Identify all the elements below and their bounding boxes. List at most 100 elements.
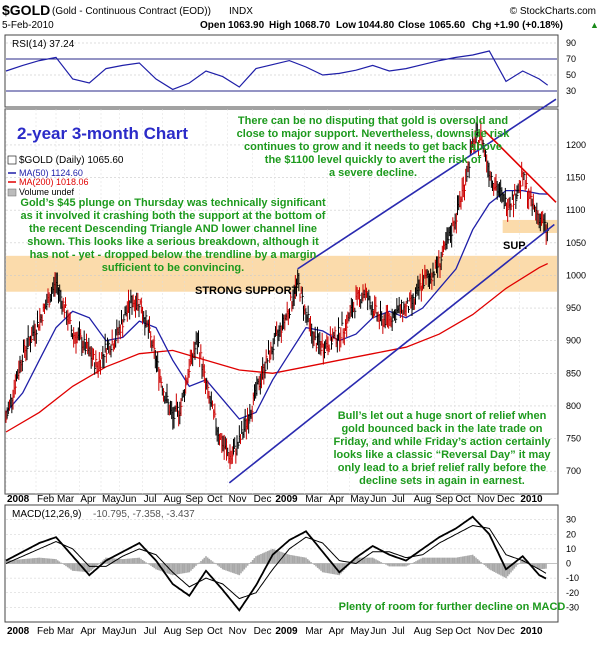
price-bar — [153, 335, 156, 359]
x-tick-label: May — [350, 626, 369, 637]
price-bar — [14, 374, 17, 395]
chart-date: 5-Feb-2010 — [2, 20, 54, 31]
price-bar — [94, 362, 97, 375]
macd-tick-label: -10 — [566, 573, 579, 583]
price-bar — [464, 184, 466, 201]
x-tick-label: Feb — [37, 494, 55, 505]
price-bar — [160, 377, 163, 388]
price-bar — [103, 354, 106, 369]
price-bar — [395, 309, 398, 324]
macd-tick-label: -30 — [566, 602, 579, 612]
price-bar — [341, 311, 344, 326]
price-bar — [177, 401, 179, 417]
x-tick-label: Nov — [229, 626, 247, 637]
price-bar — [329, 326, 332, 341]
price-bar — [415, 287, 417, 305]
x-tick-label: Sep — [185, 626, 203, 637]
annotation-line: the $1100 level quickly to avert the ris… — [265, 154, 482, 166]
price-bar — [62, 297, 65, 312]
rsi-line — [5, 50, 549, 91]
chg-up-arrow-icon: ▲ — [590, 20, 599, 30]
rsi-tick-label: 90 — [566, 38, 576, 48]
price-bar — [251, 405, 254, 422]
x-tick-label: Jul — [392, 494, 405, 505]
rsi-tick-label: 70 — [566, 54, 576, 64]
price-bar — [412, 293, 415, 311]
price-bar — [119, 324, 122, 340]
price-bar — [451, 222, 454, 248]
price-bar — [523, 171, 526, 180]
price-bar — [123, 314, 126, 323]
price-bar — [237, 441, 240, 449]
price-bar — [51, 286, 53, 302]
x-tick-label: Aug — [414, 626, 432, 637]
price-bar — [391, 308, 394, 332]
price-bar — [110, 344, 113, 358]
price-bar — [440, 251, 443, 271]
macd-legend-values: -10.795, -7.358, -3.437 — [93, 509, 195, 520]
price-bar — [504, 187, 507, 206]
open-label: Open — [200, 20, 226, 31]
price-bar — [129, 300, 132, 320]
price-bar — [492, 180, 494, 191]
price-bar — [270, 341, 273, 360]
x-tick-label: Feb — [37, 626, 55, 637]
price-bar — [241, 420, 244, 435]
price-bar — [69, 312, 72, 325]
price-bar — [212, 400, 214, 409]
chart-header: $GOLD (Gold - Continuous Contract (EOD))… — [2, 2, 599, 31]
price-bar — [145, 310, 148, 328]
x-tick-label: May — [350, 494, 369, 505]
x-axis-bottom: 2008 Feb Mar Apr May Jun Jul Aug Sep Oct Nov Dec 200… — [7, 626, 543, 637]
x-tick-label: Dec — [254, 494, 272, 505]
price-tick-label: 1150 — [566, 173, 585, 183]
price-bar — [248, 414, 251, 434]
price-bar — [405, 300, 408, 317]
price-tick-label: 950 — [566, 303, 581, 313]
x-axis-top: 2008 Feb Mar Apr May Jun Jul Aug Sep Oct Nov Dec 200… — [7, 494, 543, 505]
macd-tick-label: -20 — [566, 588, 579, 598]
price-bar — [301, 286, 304, 305]
annotation-line: the recent Descending Triangle AND lower… — [29, 223, 317, 235]
price-bar — [167, 398, 170, 416]
x-tick-label: Nov — [229, 494, 247, 505]
macd-line — [5, 515, 547, 612]
price-bar — [234, 437, 237, 450]
descending-triangle-line — [483, 129, 557, 203]
price-bar — [231, 446, 234, 464]
price-bar — [93, 348, 95, 360]
price-bar — [46, 293, 49, 311]
annotation-line: as it involved it crashing both the supp… — [21, 210, 326, 222]
annotation-line: Bull’s let out a huge snort of relief wh… — [338, 410, 547, 422]
price-bar — [307, 305, 310, 323]
price-bar — [480, 120, 483, 141]
annotation-line: There can be no disputing that gold is o… — [238, 115, 508, 127]
price-bar — [503, 193, 506, 209]
price-bar — [65, 297, 67, 309]
price-bar — [514, 183, 517, 196]
price-bar — [215, 418, 218, 436]
price-bar — [80, 329, 83, 340]
price-bar — [264, 361, 267, 379]
annotation-line: Friday, and while Friday’s action certai… — [333, 436, 551, 448]
x-tick-label: 2008 — [7, 626, 30, 637]
annotation-line: only lead to a brief relief rally before… — [338, 462, 546, 474]
high-label: High — [269, 20, 291, 31]
low-value: 1044.80 — [358, 20, 395, 31]
price-bar — [389, 313, 392, 327]
price-bar — [26, 337, 29, 361]
strong-support-label: STRONG SUPPORT — [195, 285, 299, 297]
price-bar — [544, 212, 547, 234]
x-tick-label: Mar — [57, 494, 75, 505]
price-bar — [266, 358, 269, 370]
x-tick-label: Aug — [414, 494, 432, 505]
x-tick-label: Dec — [497, 494, 515, 505]
sup-label: SUP. — [503, 240, 527, 252]
price-bar — [343, 328, 346, 346]
x-tick-label: Sep — [435, 626, 453, 637]
x-tick-label: Jun — [120, 494, 136, 505]
rsi-panel — [4, 34, 559, 108]
price-bar — [402, 309, 405, 323]
x-tick-label: May — [102, 494, 121, 505]
annotation-line: looks like a classic “Reversal Day” it m… — [333, 449, 551, 461]
